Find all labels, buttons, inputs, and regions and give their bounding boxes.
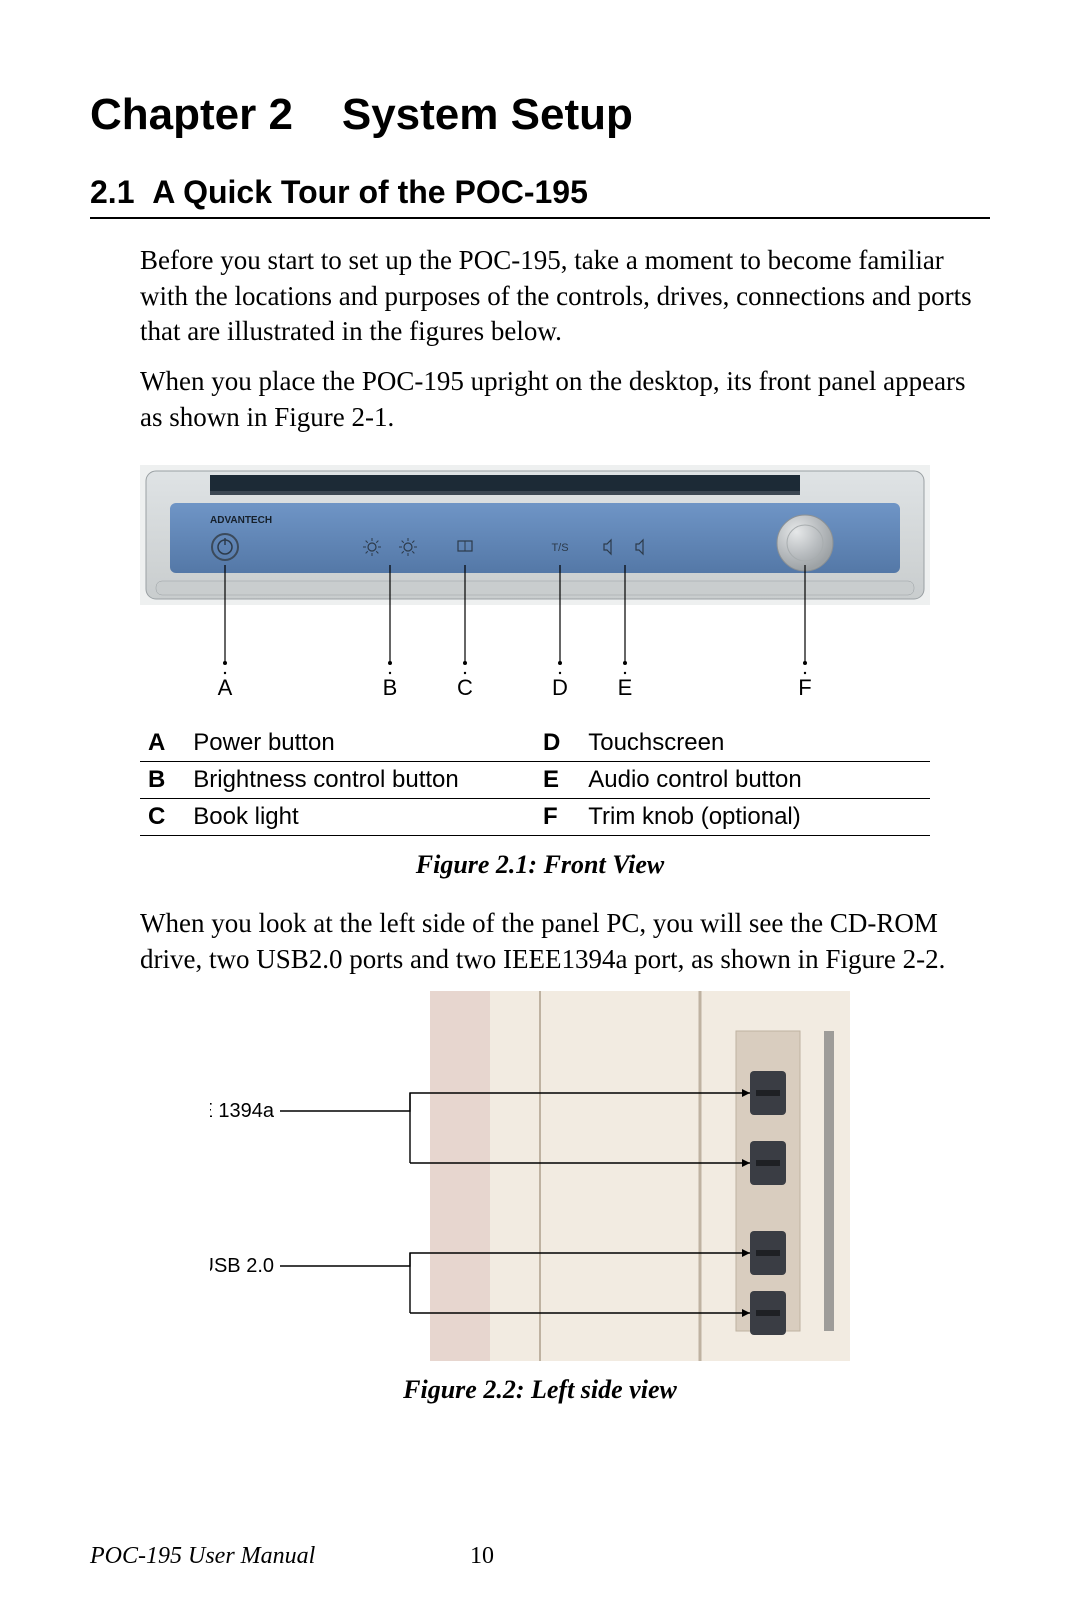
footer-page-number: 10 — [470, 1543, 494, 1570]
svg-text:B: B — [383, 675, 398, 700]
section-title: 2.1 A Quick Tour of the POC-195 — [90, 174, 990, 219]
legend-key: B — [140, 762, 185, 799]
svg-text:ADVANTECH: ADVANTECH — [210, 515, 272, 526]
paragraph-front: When you place the POC-195 upright on th… — [140, 364, 990, 435]
legend-row: BBrightness control buttonEAudio control… — [140, 762, 930, 799]
svg-text:T/S: T/S — [551, 542, 568, 554]
legend-value: Audio control button — [580, 762, 930, 799]
page-footer: POC-195 User Manual 10 — [90, 1543, 990, 1570]
svg-text:D: D — [552, 675, 568, 700]
legend-key: C — [140, 799, 185, 836]
legend-key: D — [535, 725, 580, 762]
legend-value: Brightness control button — [185, 762, 535, 799]
footer-manual-title: POC-195 User Manual — [90, 1543, 315, 1569]
legend-key: A — [140, 725, 185, 762]
figure-front-view: ADVANTECH T/S A B C D E F — [140, 465, 930, 705]
chapter-name: System Setup — [342, 90, 633, 139]
svg-text:A: A — [218, 675, 233, 700]
svg-text:C: C — [457, 675, 473, 700]
figure2-caption: Figure 2.2: Left side view — [90, 1375, 990, 1405]
legend-key: E — [535, 762, 580, 799]
legend-row: CBook lightFTrim knob (optional) — [140, 799, 930, 836]
legend-value: Touchscreen — [580, 725, 930, 762]
paragraph-left: When you look at the left side of the pa… — [140, 906, 990, 977]
paragraph-intro: Before you start to set up the POC-195, … — [140, 243, 990, 350]
figure-left-side-view: IEEE 1394a USB 2.0 — [210, 991, 930, 1361]
svg-text:IEEE 1394a: IEEE 1394a — [210, 1100, 275, 1122]
chapter-label: Chapter 2 — [90, 90, 293, 139]
legend-row: APower buttonDTouchscreen — [140, 725, 930, 762]
chapter-title: Chapter 2 System Setup — [90, 90, 990, 140]
legend-value: Book light — [185, 799, 535, 836]
svg-text:USB 2.0: USB 2.0 — [210, 1255, 274, 1277]
legend-key: F — [535, 799, 580, 836]
svg-text:E: E — [618, 675, 633, 700]
figure1-caption: Figure 2.1: Front View — [90, 850, 990, 880]
legend-value: Trim knob (optional) — [580, 799, 930, 836]
section-name: A Quick Tour of the POC-195 — [152, 174, 588, 210]
svg-text:F: F — [798, 675, 811, 700]
section-number: 2.1 — [90, 174, 134, 210]
legend-value: Power button — [185, 725, 535, 762]
legend-table: APower buttonDTouchscreenBBrightness con… — [140, 725, 930, 836]
